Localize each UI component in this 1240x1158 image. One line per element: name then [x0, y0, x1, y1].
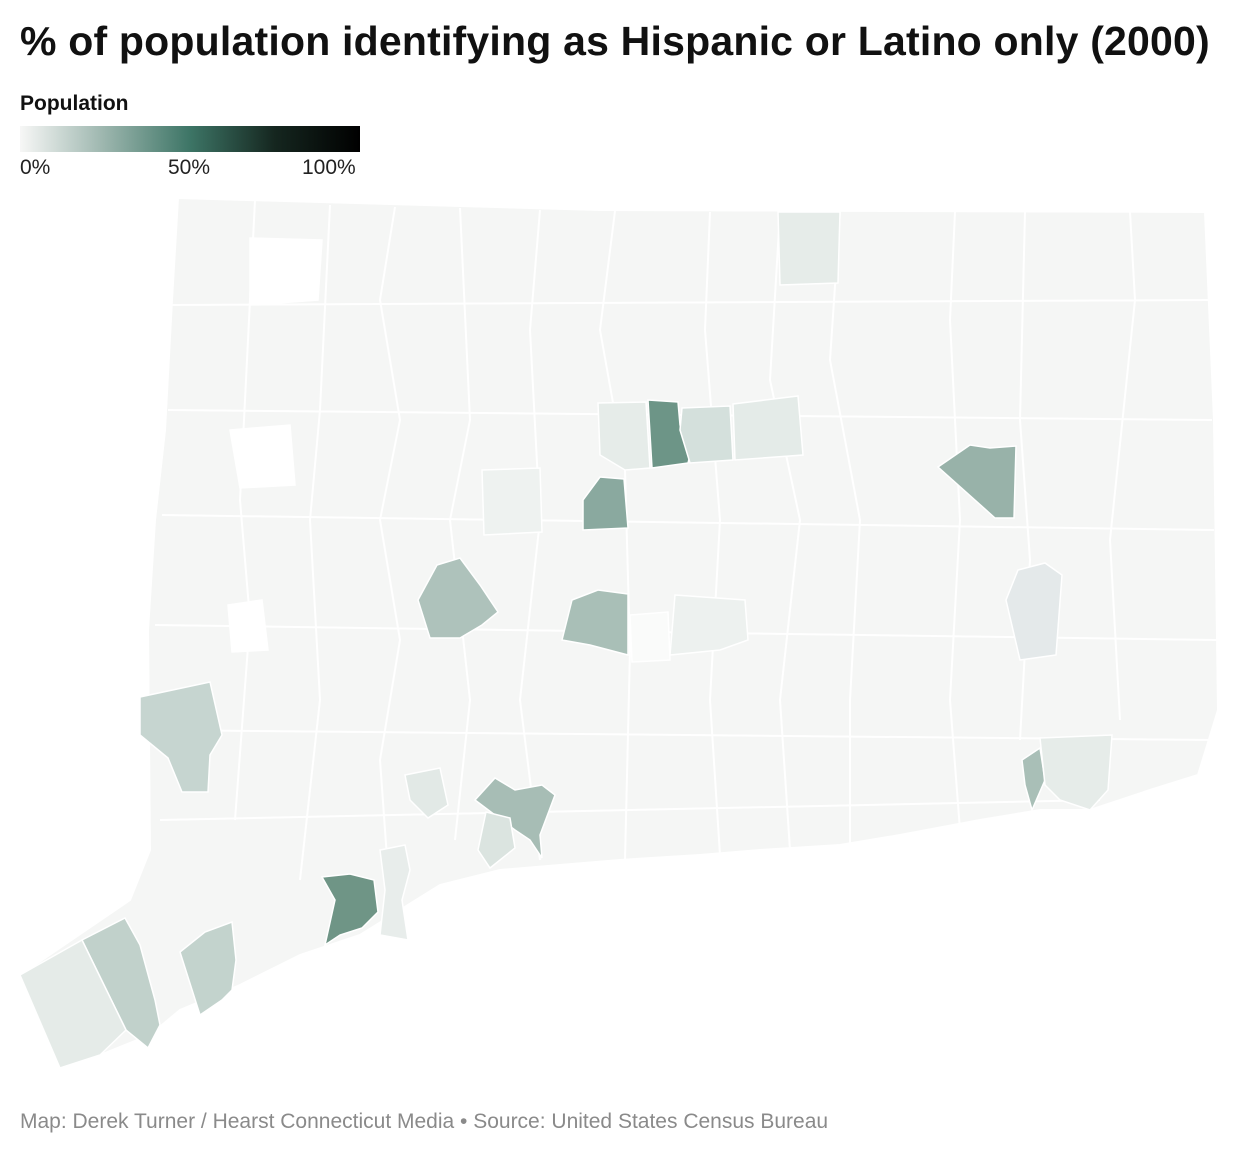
legend-tick-50: 50%: [168, 156, 211, 179]
town-new-haven: [473, 777, 556, 859]
legend-tick-0: 0%: [20, 156, 51, 179]
choropleth-map: [0, 180, 1240, 1080]
town-norwich: [1005, 562, 1063, 661]
town-stamford: [81, 917, 161, 1050]
town-blank-3: [227, 599, 269, 653]
town-bridgeport: [320, 873, 379, 947]
town-waterbury: [417, 557, 500, 639]
legend-title: Population: [20, 92, 129, 115]
town-stratford: [379, 844, 411, 941]
town-meriden: [561, 589, 629, 656]
town-west-haven: [477, 811, 516, 870]
town-manchester: [732, 395, 804, 461]
town-east-hartford: [679, 405, 734, 464]
source-footer: Map: Derek Turner / Hearst Connecticut M…: [20, 1110, 829, 1133]
town-blank-2: [229, 424, 296, 489]
town-blank-4: [629, 611, 671, 663]
town-danbury: [139, 681, 223, 793]
connecticut-map-svg: [18, 196, 1220, 1070]
town-enfield: [777, 211, 841, 286]
map-title: % of population identifying as Hispanic …: [20, 18, 1210, 64]
town-west-hartford: [597, 401, 651, 471]
legend-gradient-bar: [20, 126, 360, 152]
town-new-britain: [582, 476, 629, 531]
town-greenwich: [19, 938, 127, 1069]
town-groton: [1039, 734, 1113, 811]
town-norwalk: [179, 920, 237, 1017]
town-windham: [936, 444, 1017, 519]
town-salisbury-blank: [249, 237, 323, 306]
legend-tick-100: 100%: [302, 156, 356, 179]
town-new-london: [1021, 746, 1046, 813]
town-middletown: [669, 594, 749, 656]
town-ansonia: [404, 767, 449, 819]
town-torrington: [481, 467, 543, 536]
